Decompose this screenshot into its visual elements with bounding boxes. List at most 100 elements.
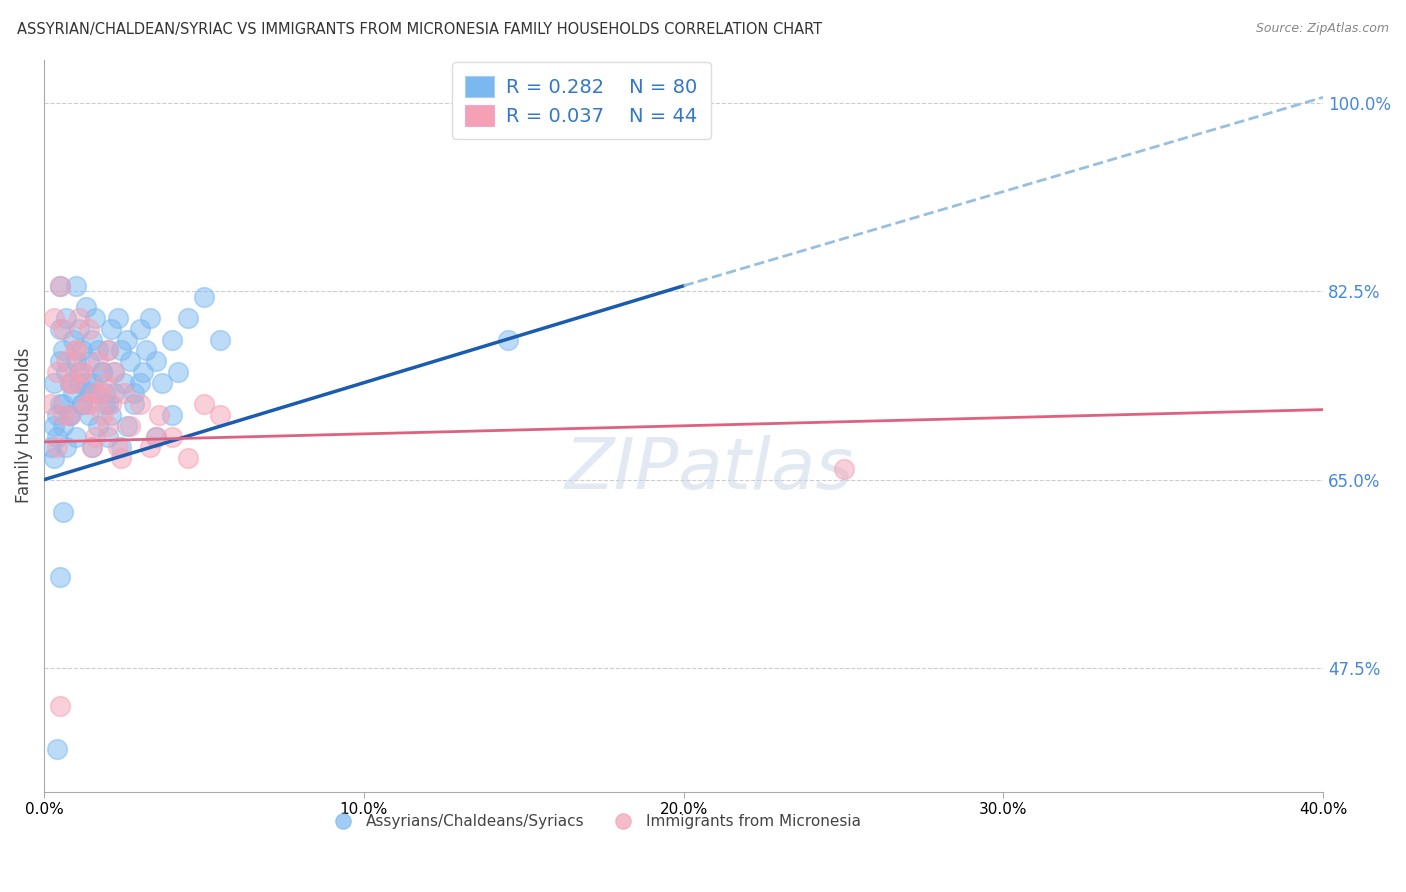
Point xyxy=(49,397,72,411)
Point xyxy=(90,386,112,401)
Point xyxy=(129,376,152,390)
Point xyxy=(110,451,132,466)
Point xyxy=(84,386,107,401)
Point xyxy=(160,333,183,347)
Point xyxy=(84,429,107,443)
Point xyxy=(103,365,125,379)
Point xyxy=(112,386,135,401)
Point xyxy=(42,376,65,390)
Point xyxy=(52,322,75,336)
Point xyxy=(100,408,122,422)
Point xyxy=(832,462,855,476)
Point xyxy=(122,386,145,401)
Point xyxy=(52,408,75,422)
Point xyxy=(87,354,110,368)
Point xyxy=(75,376,97,390)
Y-axis label: Family Households: Family Households xyxy=(15,348,32,503)
Point xyxy=(45,429,67,443)
Point xyxy=(97,343,120,358)
Point xyxy=(52,343,75,358)
Point xyxy=(80,440,103,454)
Point xyxy=(132,365,155,379)
Point xyxy=(72,365,94,379)
Point xyxy=(160,408,183,422)
Point xyxy=(208,333,231,347)
Point xyxy=(135,343,157,358)
Point xyxy=(59,408,82,422)
Point xyxy=(65,278,87,293)
Point xyxy=(160,429,183,443)
Point xyxy=(129,322,152,336)
Point xyxy=(42,451,65,466)
Point xyxy=(122,397,145,411)
Point xyxy=(45,742,67,756)
Point xyxy=(138,440,160,454)
Point xyxy=(97,343,120,358)
Point xyxy=(80,376,103,390)
Point xyxy=(496,333,519,347)
Point xyxy=(77,354,100,368)
Point xyxy=(90,365,112,379)
Point xyxy=(110,343,132,358)
Point xyxy=(193,289,215,303)
Point xyxy=(72,397,94,411)
Point xyxy=(65,343,87,358)
Point xyxy=(67,376,90,390)
Text: ZIPatlas: ZIPatlas xyxy=(565,435,853,504)
Point xyxy=(90,408,112,422)
Point xyxy=(65,429,87,443)
Point xyxy=(52,505,75,519)
Point xyxy=(49,569,72,583)
Point xyxy=(97,397,120,411)
Point xyxy=(152,376,174,390)
Legend: Assyrians/Chaldeans/Syriacs, Immigrants from Micronesia: Assyrians/Chaldeans/Syriacs, Immigrants … xyxy=(322,808,866,836)
Point xyxy=(67,322,90,336)
Point xyxy=(59,408,82,422)
Point xyxy=(80,333,103,347)
Point xyxy=(49,322,72,336)
Text: ASSYRIAN/CHALDEAN/SYRIAC VS IMMIGRANTS FROM MICRONESIA FAMILY HOUSEHOLDS CORRELA: ASSYRIAN/CHALDEAN/SYRIAC VS IMMIGRANTS F… xyxy=(17,22,823,37)
Point xyxy=(167,365,190,379)
Point xyxy=(72,343,94,358)
Point xyxy=(107,440,129,454)
Point xyxy=(59,376,82,390)
Point xyxy=(62,376,84,390)
Point xyxy=(75,301,97,315)
Point xyxy=(117,333,139,347)
Point xyxy=(129,397,152,411)
Point xyxy=(55,354,77,368)
Point xyxy=(145,429,167,443)
Point xyxy=(208,408,231,422)
Point xyxy=(39,397,62,411)
Point xyxy=(52,418,75,433)
Point xyxy=(90,365,112,379)
Point xyxy=(97,418,120,433)
Point xyxy=(49,698,72,713)
Point xyxy=(145,354,167,368)
Point xyxy=(52,397,75,411)
Point xyxy=(94,397,117,411)
Point xyxy=(120,418,142,433)
Point xyxy=(177,451,200,466)
Point xyxy=(107,311,129,326)
Point xyxy=(62,333,84,347)
Point xyxy=(77,408,100,422)
Point xyxy=(103,386,125,401)
Point xyxy=(55,311,77,326)
Point xyxy=(62,386,84,401)
Point xyxy=(77,397,100,411)
Point xyxy=(84,311,107,326)
Point xyxy=(117,418,139,433)
Point xyxy=(100,322,122,336)
Point xyxy=(55,440,77,454)
Point xyxy=(138,311,160,326)
Point xyxy=(193,397,215,411)
Point xyxy=(39,440,62,454)
Point xyxy=(103,365,125,379)
Point xyxy=(110,440,132,454)
Point xyxy=(97,429,120,443)
Point xyxy=(65,354,87,368)
Point xyxy=(72,397,94,411)
Point xyxy=(67,365,90,379)
Point xyxy=(120,354,142,368)
